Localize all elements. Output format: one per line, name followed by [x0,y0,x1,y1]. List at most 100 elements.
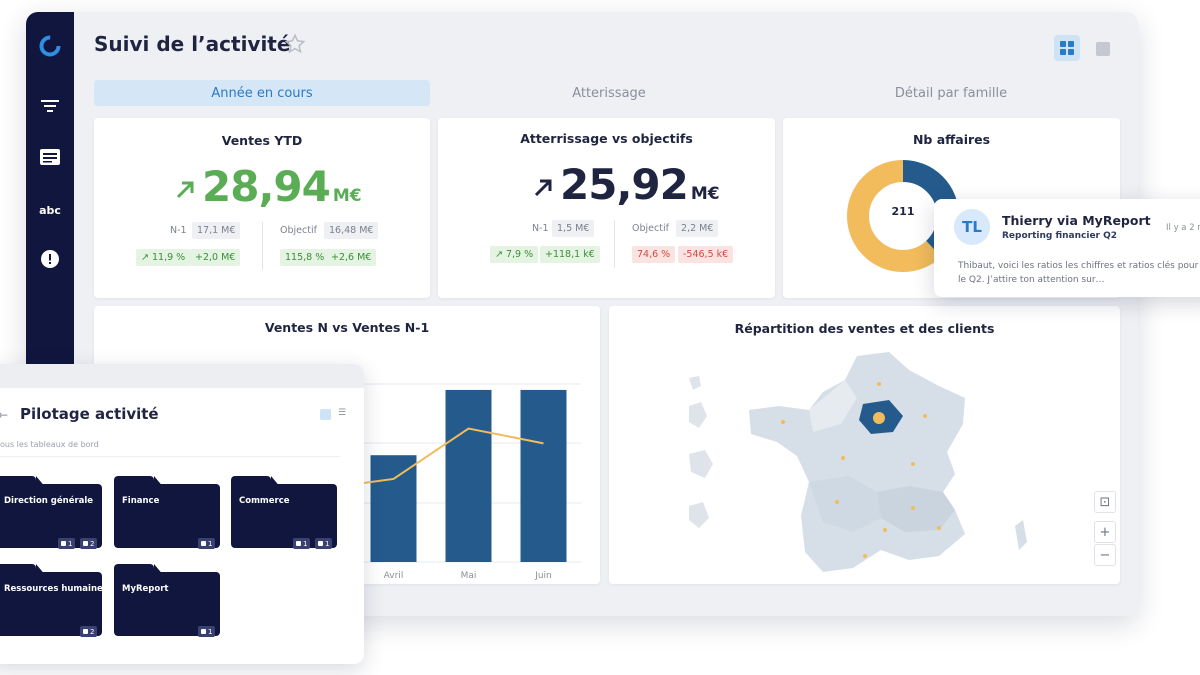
alert-icon[interactable] [38,247,62,271]
trend-up-icon [534,179,552,197]
folder-badge: 1 [58,538,76,549]
notification-subject: Reporting financier Q2 [1002,231,1118,241]
card-title: Ventes YTD [221,133,303,148]
folder-name: Commerce [239,496,290,506]
donut-total: 211 [891,205,915,218]
reset-zoom-icon[interactable]: ⊡ [1094,491,1116,513]
panel-subtitle: ous les tableaux de bord [0,440,99,449]
tab-detail-par-famille[interactable]: Détail par famille [894,85,1008,101]
region-shape [877,486,955,532]
folder-badge: 1 [198,538,216,549]
tab-annee-en-cours[interactable]: Année en cours [94,80,430,106]
card-title: Nb affaires [912,132,991,147]
map-point [781,420,785,424]
france-map[interactable] [609,306,1120,584]
folder-myreport[interactable]: MyReport 1 [114,564,220,637]
divider [614,220,615,268]
ventes-ytd-value: 28,94 M€ [174,162,362,211]
card-title: Atterrissage vs objectifs [520,131,693,146]
grid-view-icon[interactable] [320,409,331,420]
notification-card[interactable]: TL Thierry via MyReport Reporting financ… [934,199,1200,297]
objectif-pct-badge: 74,6 % [632,246,676,263]
objectif-value: 2,2 M€ [676,220,719,237]
ventes-chart: Avril Mai Juin [254,383,581,581]
folder-name: Ressources humaines [4,584,108,594]
folder-finance[interactable]: Finance 1 [114,476,220,549]
n1-diff-badge: +118,1 k€ [540,246,600,263]
panel-header-bar [0,364,364,388]
folder-name: MyReport [122,584,169,594]
avatar: TL [954,209,990,245]
folder-direction-generale[interactable]: Direction générale 1 2 [0,476,102,549]
dashboard-window: abc Suivi de l’activité Année en cours A… [26,12,1138,616]
tab-atterrissage[interactable]: Atterissage [572,85,646,101]
map-point [911,462,915,466]
notification-sender: Thierry via MyReport [1002,213,1151,228]
text-icon[interactable]: abc [39,203,61,217]
map-point [883,528,887,532]
n1-label: N-1 [170,225,187,236]
value-number: 28,94 [202,162,331,211]
region-shape [809,476,881,532]
zoom-out-button[interactable]: − [1094,544,1116,566]
value-unit: M€ [332,186,362,206]
folder-badge: 1 [315,538,333,549]
bar-juin [520,389,567,562]
map-point [923,414,927,418]
trend-up-icon [176,181,194,199]
corsica-shape [1015,520,1027,550]
series-line [355,427,544,485]
card-title: Répartition des ventes et des clients [734,321,995,336]
filter-icon[interactable] [38,94,62,118]
territory-shape [689,502,709,528]
grid-view-icon[interactable] [1054,35,1080,61]
pilotage-panel[interactable]: ← Pilotage activité ☰ ous les tableaux d… [0,364,364,664]
map-point [841,456,845,460]
map-point [863,554,867,558]
report-icon[interactable] [38,145,62,169]
n1-value: 17,1 M€ [192,222,241,239]
folder-ressources-humaines[interactable]: Ressources humaines 2 [0,564,108,637]
donut-segment-1 [847,160,959,272]
folder-badge: 1 [293,538,311,549]
star-shape [284,33,306,54]
bar-avril [370,455,417,562]
card-title: Ventes N vs Ventes N-1 [264,320,430,335]
map-point [911,506,915,510]
logo-icon[interactable] [38,34,62,58]
repartition-map-card[interactable]: Répartition des ventes et des clients [609,306,1120,584]
bar-mai [445,389,492,562]
folder-name: Direction générale [4,496,94,506]
map-point [937,526,941,530]
folder-name: Finance [122,496,160,506]
objectif-label: Objectif [632,223,669,234]
folder-commerce[interactable]: Commerce 1 1 [231,476,337,549]
objectif-diff-badge: -546,5 k€ [678,246,734,263]
value-unit: M€ [690,184,720,204]
notification-time: Il y a 2 m [1166,223,1200,233]
x-tick-label: Avril [384,571,404,581]
territory-shape [689,450,713,478]
territory-shape [689,376,701,390]
highlight-point [873,412,885,424]
territory-shape [689,402,707,428]
folder-badge: 2 [80,626,98,637]
value-number: 25,92 [560,160,689,209]
ventes-ytd-card[interactable]: Ventes YTD 28,94 M€ N-1 17,1 M€ Objectif… [94,118,430,298]
folder-badge: 2 [80,538,98,549]
single-view-icon[interactable] [1096,42,1110,56]
back-arrow-icon[interactable]: ← [0,408,9,422]
x-tick-label: Juin [534,571,552,581]
atterrissage-value: 25,92 M€ [532,160,720,209]
favorite-star-icon[interactable] [284,33,306,59]
zoom-in-button[interactable]: + [1094,521,1116,543]
atterrissage-card[interactable]: Atterrissage vs objectifs 25,92 M€ N-1 1… [438,118,775,298]
folder-badge: 1 [198,626,216,637]
objectif-label: Objectif [280,225,317,236]
notification-message-line1: Thibaut, voici les ratios les chiffres e… [958,261,1199,271]
list-view-icon[interactable]: ☰ [338,408,347,418]
map-point [877,382,881,386]
map-point [835,500,839,504]
panel-title: Pilotage activité [20,405,159,423]
divider [262,222,263,270]
